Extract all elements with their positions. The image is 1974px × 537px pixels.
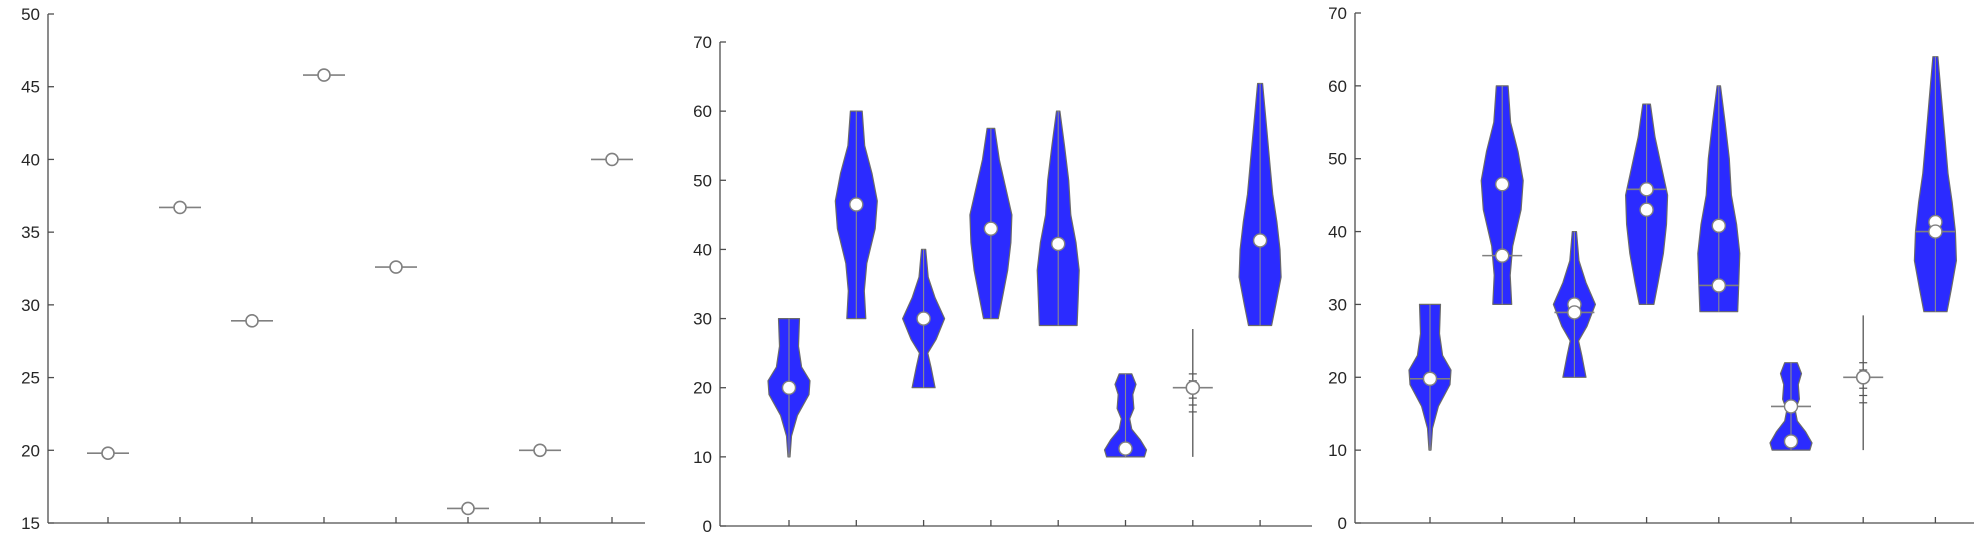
median-marker (101, 446, 115, 460)
median-marker (389, 260, 403, 274)
y-tick-label: 40 (693, 240, 712, 259)
median-marker (1567, 305, 1582, 320)
y-tick-label: 60 (1328, 77, 1347, 96)
y-tick-label: 40 (21, 150, 40, 169)
y-tick-label: 15 (21, 514, 40, 533)
y-tick-label: 10 (1328, 441, 1347, 460)
y-tick-label: 50 (693, 171, 712, 190)
y-tick-label: 30 (693, 310, 712, 329)
median-marker (1639, 182, 1654, 197)
median-marker (1928, 224, 1943, 239)
median-marker (781, 380, 797, 395)
median-marker (173, 200, 187, 215)
median-marker (245, 314, 259, 328)
median-marker (1711, 278, 1727, 293)
y-tick-label: 40 (1328, 223, 1347, 242)
median-marker (1494, 248, 1510, 263)
median-marker (317, 68, 331, 82)
median-marker (461, 501, 475, 516)
median-marker (1711, 218, 1727, 233)
chart-panel-3: 0 10 20 30 40 50 60 70 (1328, 4, 1974, 533)
median-marker (1783, 399, 1799, 414)
median-marker (533, 443, 547, 458)
median-marker (1494, 177, 1510, 192)
y-tick-label: 50 (1328, 150, 1347, 169)
median-marker (1252, 233, 1268, 248)
y-tick-label: 10 (693, 448, 712, 467)
y-tick-label: 30 (21, 296, 40, 315)
median-marker (1639, 202, 1654, 217)
median-marker (1185, 380, 1201, 396)
median-marker (849, 197, 864, 212)
median-marker (1422, 371, 1438, 386)
median-marker (605, 152, 619, 167)
chart-panel-1: 15 20 25 30 35 40 45 50 (21, 5, 645, 533)
y-tick-label: 20 (1328, 368, 1347, 387)
median-marker (916, 311, 931, 326)
y-tick-label: 0 (703, 517, 712, 536)
y-tick-label: 50 (21, 5, 40, 24)
y-tick-label: 60 (693, 102, 712, 121)
median-marker (1118, 441, 1133, 456)
median-marker (1783, 434, 1799, 449)
y-tick-label: 30 (1328, 295, 1347, 314)
chart-panel-2: 0 10 20 30 40 50 60 70 (693, 33, 1312, 536)
y-tick-label: 45 (21, 78, 40, 97)
y-tick-label: 20 (693, 379, 712, 398)
y-tick-label: 70 (693, 33, 712, 52)
y-tick-label: 70 (1328, 4, 1347, 23)
median-marker (1050, 236, 1066, 252)
y-tick-label: 20 (21, 441, 40, 460)
median-marker (1855, 369, 1871, 385)
y-tick-label: 25 (21, 369, 40, 388)
y-tick-label: 35 (21, 223, 40, 242)
median-marker (983, 221, 999, 236)
y-tick-label: 0 (1338, 514, 1347, 533)
